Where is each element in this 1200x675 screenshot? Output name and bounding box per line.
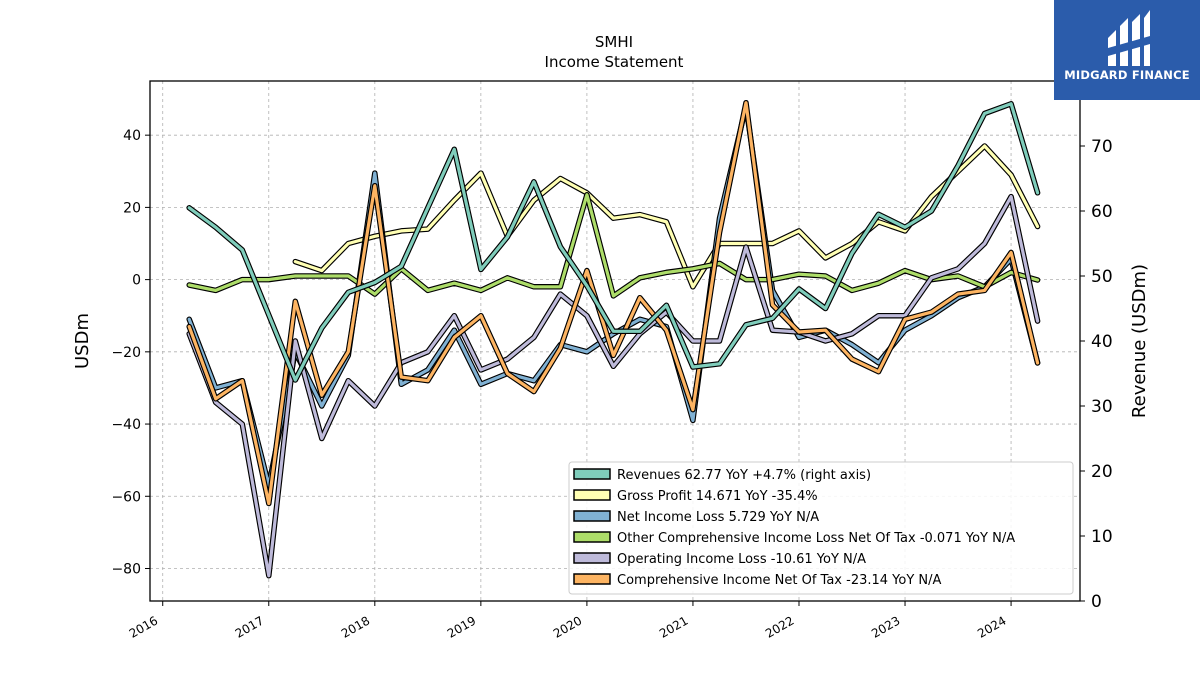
midgard-finance-logo: MIDGARD FINANCE — [1054, 0, 1200, 100]
x-tick-label: 2022 — [763, 613, 796, 640]
x-tick-label: 2023 — [869, 613, 902, 640]
legend-swatch — [573, 573, 611, 585]
left-tick-label: 0 — [132, 273, 141, 289]
left-tick-label: 40 — [123, 128, 141, 144]
legend-swatch — [573, 531, 611, 543]
logo-mark-icon — [1108, 10, 1150, 66]
right-tick-label: 10 — [1091, 527, 1113, 547]
right-tick-label: 0 — [1091, 592, 1102, 612]
right-tick-label: 20 — [1091, 462, 1113, 482]
left-axis-ticks: 40 20 0 −20 −40 −60 −80 — [111, 128, 150, 578]
series-operating-income-loss — [186, 193, 1041, 579]
chart-subtitle: Income Statement — [545, 53, 684, 71]
left-tick-label: −60 — [111, 489, 141, 505]
x-tick-label: 2018 — [339, 613, 372, 640]
series-line — [187, 101, 1040, 506]
series-line — [187, 102, 1040, 382]
series-layer — [186, 99, 1041, 579]
x-tick-label: 2019 — [445, 613, 478, 640]
chart-title: SMHI — [595, 33, 633, 51]
right-axis-label: Revenue (USDm) — [1129, 264, 1150, 418]
legend-label: Revenues 62.77 YoY +4.7% (right axis) — [617, 468, 871, 483]
x-tick-label: 2016 — [127, 613, 160, 640]
legend-swatch — [573, 510, 611, 522]
right-tick-label: 60 — [1091, 202, 1113, 222]
right-tick-label: 30 — [1091, 397, 1113, 417]
legend-label: Gross Profit 14.671 YoY -35.4% — [617, 489, 818, 504]
left-tick-label: −40 — [111, 417, 141, 433]
legend-swatch — [573, 489, 611, 501]
legend: Revenues 62.77 YoY +4.7% (right axis) Gro… — [568, 461, 1074, 595]
legend-swatch — [573, 552, 611, 564]
right-axis-ticks: 0 10 20 30 40 50 60 70 — [1080, 137, 1113, 612]
series-other-comprehensive-income-loss-net-of-tax — [186, 192, 1041, 299]
series-line-outline — [186, 99, 1041, 507]
series-line — [187, 193, 1040, 298]
right-tick-label: 40 — [1091, 332, 1113, 352]
left-tick-label: −20 — [111, 345, 141, 361]
logo-text: MIDGARD FINANCE — [1064, 68, 1190, 82]
legend-box — [568, 461, 1074, 595]
right-tick-label: 70 — [1091, 137, 1113, 157]
x-tick-label: 2017 — [233, 613, 266, 640]
series-revenues — [186, 101, 1041, 383]
left-axis-label: USDm — [72, 313, 93, 369]
legend-label: Other Comprehensive Income Loss Net Of T… — [617, 531, 1015, 546]
left-tick-label: 20 — [123, 200, 141, 216]
left-tick-label: −80 — [111, 562, 141, 578]
x-tick-label: 2021 — [657, 613, 690, 640]
series-line-outline — [186, 192, 1041, 299]
right-tick-label: 50 — [1091, 267, 1113, 287]
x-tick-label: 2020 — [551, 613, 584, 640]
series-line — [187, 195, 1040, 578]
x-tick-label: 2024 — [975, 613, 1008, 640]
legend-label: Operating Income Loss -10.61 YoY N/A — [617, 552, 866, 567]
series-comprehensive-income-net-of-tax — [186, 99, 1041, 507]
legend-label: Comprehensive Income Net Of Tax -23.14 Y… — [617, 573, 942, 588]
x-axis-ticks: 2016 2017 2018 2019 2020 2021 2022 2023 2024 — [127, 601, 1012, 641]
legend-swatch — [573, 468, 611, 480]
legend-label: Net Income Loss 5.729 YoY N/A — [617, 510, 819, 525]
